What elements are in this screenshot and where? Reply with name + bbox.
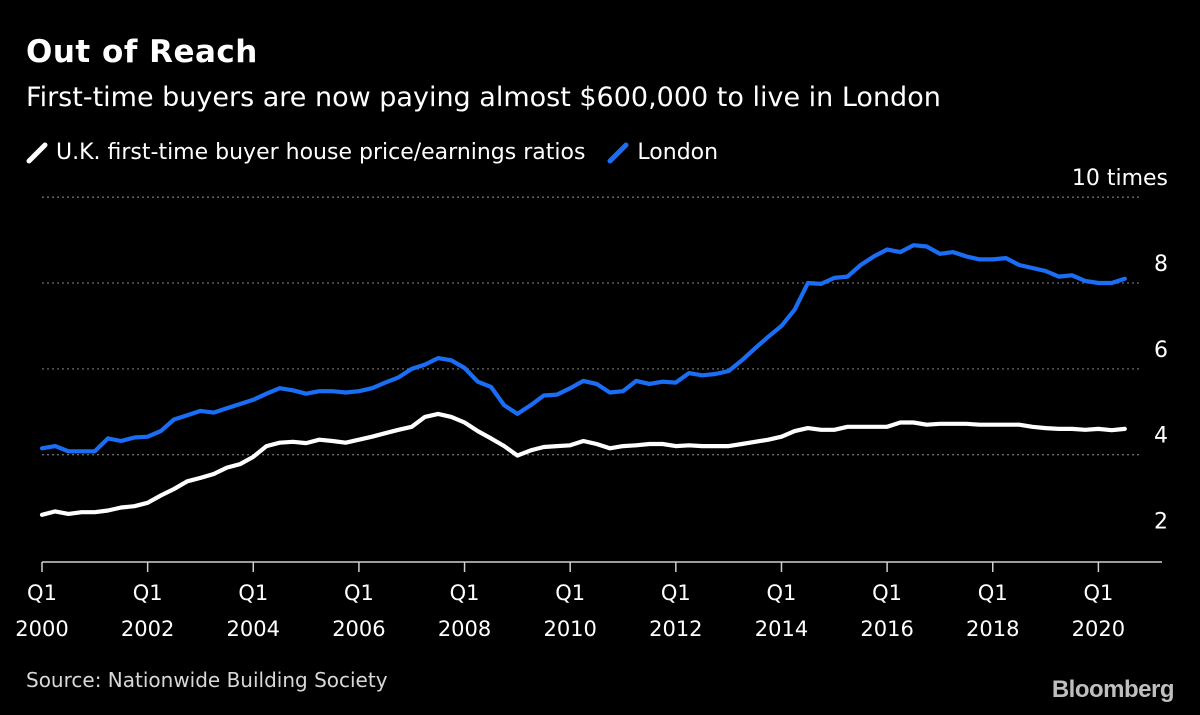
x-tick-quarter-2018: Q1 [978, 581, 1008, 605]
x-tick-year-2014: 2014 [755, 617, 808, 641]
uk-ratio-line [39, 411, 1127, 517]
x-tick-quarter-2012: Q1 [661, 581, 691, 605]
x-tick-quarter-2008: Q1 [450, 581, 480, 605]
y-tick-label-8: 8 [1154, 252, 1168, 277]
x-tick-quarter-2016: Q1 [872, 581, 902, 605]
y-tick-label-10: 10 times [1072, 166, 1168, 191]
legend-item-london: London [607, 140, 718, 165]
x-tick-quarter-2020: Q1 [1083, 581, 1113, 605]
bloomberg-logo: Bloomberg [1051, 676, 1175, 703]
y-tick-label-6: 6 [1154, 338, 1168, 363]
x-tick-quarter-2006: Q1 [344, 581, 374, 605]
legend-item-uk: U.K. first-time buyer house price/earnin… [26, 140, 585, 165]
x-tick-year-2002: 2002 [121, 617, 174, 641]
x-tick-quarter-2002: Q1 [133, 581, 163, 605]
x-tick-year-2004: 2004 [227, 617, 280, 641]
x-tick-year-2016: 2016 [860, 617, 913, 641]
x-tick-quarter-2000: Q1 [27, 581, 57, 605]
x-tick-quarter-2014: Q1 [767, 581, 797, 605]
chart-title: Out of Reach [26, 34, 258, 70]
legend-label-uk: U.K. first-time buyer house price/earnin… [56, 140, 586, 165]
legend-swatch-london [607, 142, 629, 163]
x-tick-quarter-2004: Q1 [238, 581, 268, 605]
london-ratio-line [39, 243, 1127, 454]
y-tick-label-2: 2 [1154, 510, 1168, 535]
legend-swatch-uk [26, 142, 48, 163]
x-tick-year-2010: 2010 [543, 617, 596, 641]
x-tick-year-2018: 2018 [966, 617, 1019, 641]
x-tick-year-2008: 2008 [438, 617, 491, 641]
chart-subtitle: First-time buyers are now paying almost … [26, 82, 941, 113]
x-tick-year-2000: 2000 [15, 617, 68, 641]
x-tick-year-2012: 2012 [649, 617, 702, 641]
legend-label-london: London [637, 140, 719, 165]
x-tick-year-2020: 2020 [1072, 617, 1125, 641]
y-tick-label-4: 4 [1154, 424, 1168, 449]
source-note: Source: Nationwide Building Society [26, 668, 388, 692]
x-tick-year-2006: 2006 [332, 617, 385, 641]
chart-legend: U.K. first-time buyer house price/earnin… [26, 140, 740, 165]
x-tick-quarter-2010: Q1 [555, 581, 585, 605]
